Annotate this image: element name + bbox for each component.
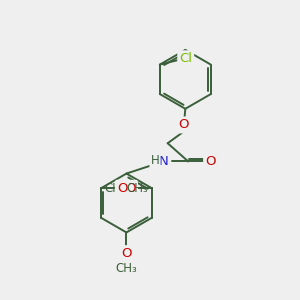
Text: O: O (117, 182, 128, 195)
Text: O: O (125, 182, 136, 195)
Text: N: N (158, 155, 168, 168)
Text: O: O (121, 247, 132, 260)
Text: CH₃: CH₃ (127, 182, 148, 195)
Text: CH₃: CH₃ (116, 262, 137, 275)
Text: H: H (151, 154, 159, 166)
Text: CH₃: CH₃ (105, 182, 126, 195)
Text: O: O (205, 155, 216, 168)
Text: Cl: Cl (179, 52, 192, 65)
Text: O: O (178, 118, 189, 131)
